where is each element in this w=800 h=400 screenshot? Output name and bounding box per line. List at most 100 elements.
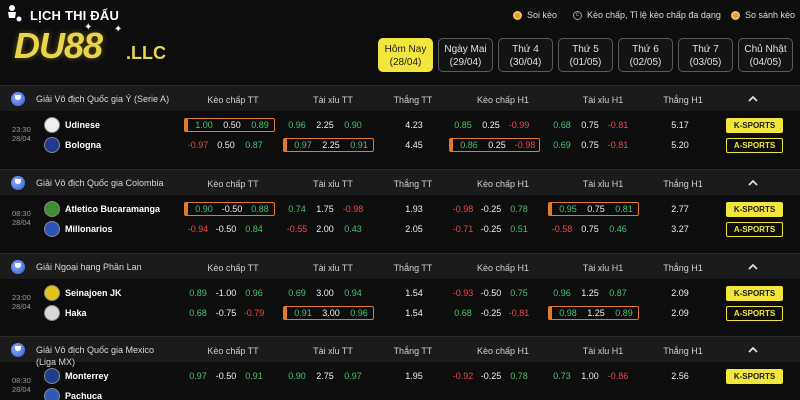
odds-group[interactable]: -0.92 -0.25 0.78 — [449, 369, 540, 383]
tab-thursday[interactable]: Thứ 5 (01/05) — [558, 38, 613, 72]
trophy-icon — [11, 343, 25, 357]
tab-date: (29/04) — [449, 57, 482, 68]
odds-group[interactable]: 1.00 0.50 0.89 — [184, 118, 275, 132]
tab-tomorrow[interactable]: Ngày Mai (29/04) — [438, 38, 493, 72]
tab-date: (01/05) — [569, 57, 602, 68]
column-header: Kèo chấp TT — [207, 346, 259, 356]
win-odds[interactable]: 1.95 — [405, 371, 423, 381]
odds-value: 0.96 — [245, 288, 263, 298]
column-header: Tài xỉu TT — [313, 346, 353, 356]
team-logo — [44, 137, 60, 153]
team-name[interactable]: Seinajoen JK — [65, 288, 122, 298]
tab-saturday[interactable]: Thứ 7 (03/05) — [678, 38, 733, 72]
odds-group[interactable]: 0.74 1.75 -0.98 — [283, 202, 374, 216]
sportsbook-button[interactable]: K-SPORTS — [726, 118, 783, 133]
odds-group[interactable]: 0.97 -0.50 0.91 — [184, 369, 275, 383]
odds-group[interactable]: 0.91 3.00 0.96 — [283, 306, 374, 320]
option-keo-chap[interactable]: c Kèo chấp, Tỉ lệ kèo chấp đa dạng — [573, 10, 721, 20]
odds-group[interactable]: 0.96 2.25 0.90 — [283, 118, 374, 132]
odds-group[interactable]: -0.94 -0.50 0.84 — [184, 222, 275, 236]
win-odds-h1[interactable]: 5.20 — [671, 140, 689, 150]
chevron-up-icon[interactable] — [746, 176, 760, 190]
trophy-icon — [11, 92, 25, 106]
odds-value: 0.74 — [288, 204, 306, 214]
tab-today[interactable]: Hôm Nay (28/04) — [378, 38, 433, 72]
team-name[interactable]: Haka — [65, 308, 87, 318]
tab-friday[interactable]: Thứ 6 (02/05) — [618, 38, 673, 72]
odds-group[interactable]: 0.90 2.75 0.97 — [283, 369, 374, 383]
odds-group[interactable]: 0.95 0.75 0.81 — [548, 202, 639, 216]
team-logo — [44, 388, 60, 400]
team-name[interactable]: Millonarios — [65, 224, 113, 234]
odds-group[interactable]: -0.55 2.00 0.43 — [283, 222, 374, 236]
win-odds-h1[interactable]: 5.17 — [671, 120, 689, 130]
column-header: Thắng TT — [393, 346, 433, 356]
column-header: Kèo chấp H1 — [476, 95, 530, 105]
win-odds-h1[interactable]: 2.09 — [671, 308, 689, 318]
win-odds[interactable]: 2.05 — [405, 224, 423, 234]
odds-group[interactable]: 0.98 1.25 0.89 — [548, 306, 639, 320]
odds-group[interactable]: -0.58 0.75 0.46 — [548, 222, 639, 236]
win-odds[interactable]: 4.23 — [405, 120, 423, 130]
win-odds[interactable]: 1.54 — [405, 308, 423, 318]
team-name[interactable]: Bologna — [65, 140, 101, 150]
odds-value: 0.84 — [245, 224, 263, 234]
odds-group[interactable]: 0.86 0.25 -0.98 — [449, 138, 540, 152]
tab-label: Thứ 7 — [692, 44, 719, 55]
option-so-sanh-keo[interactable]: So sánh kèo — [731, 10, 795, 20]
trophy-icon — [11, 260, 25, 274]
odds-group[interactable]: 0.68 -0.75 -0.79 — [184, 306, 275, 320]
odds-group[interactable]: 0.68 0.75 -0.81 — [548, 118, 639, 132]
team-name[interactable]: Udinese — [65, 120, 101, 130]
win-odds-h1[interactable]: 2.09 — [671, 288, 689, 298]
odds-line: 0.75 — [581, 224, 599, 234]
chevron-up-icon[interactable] — [746, 260, 760, 274]
odds-group[interactable]: 0.69 3.00 0.94 — [283, 286, 374, 300]
odds-group[interactable]: 0.97 2.25 0.91 — [283, 138, 374, 152]
odds-line: 3.00 — [316, 288, 334, 298]
odds-group[interactable]: -0.71 -0.25 0.51 — [449, 222, 540, 236]
sportsbook-button[interactable]: A-SPORTS — [726, 222, 783, 237]
odds-group[interactable]: -0.93 -0.50 0.75 — [449, 286, 540, 300]
win-odds-h1[interactable]: 3.27 — [671, 224, 689, 234]
team-name[interactable]: Monterrey — [65, 371, 109, 381]
sportsbook-button[interactable]: A-SPORTS — [726, 138, 783, 153]
odds-group[interactable]: 0.90 -0.50 0.88 — [184, 202, 275, 216]
sportsbook-button[interactable]: K-SPORTS — [726, 286, 783, 301]
odds-line: 1.25 — [581, 288, 599, 298]
odds-value: 0.69 — [288, 288, 306, 298]
tab-sunday[interactable]: Chủ Nhật (04/05) — [738, 38, 793, 72]
sportsbook-button[interactable]: A-SPORTS — [726, 306, 783, 321]
sportsbook-button[interactable]: K-SPORTS — [726, 202, 783, 217]
win-odds[interactable]: 1.93 — [405, 204, 423, 214]
odds-group[interactable]: -0.98 -0.25 0.78 — [449, 202, 540, 216]
odds-line: -0.25 — [480, 224, 502, 234]
sportsbook-button[interactable]: K-SPORTS — [726, 369, 783, 384]
win-odds[interactable]: 4.45 — [405, 140, 423, 150]
option-label: So sánh kèo — [745, 10, 796, 20]
option-soi-keo[interactable]: Soi kèo — [513, 10, 557, 20]
column-header: Kèo chấp TT — [207, 179, 259, 189]
odds-value: 0.90 — [288, 371, 306, 381]
team-name[interactable]: Atletico Bucaramanga — [65, 204, 161, 214]
odds-group[interactable]: 0.96 1.25 0.87 — [548, 286, 639, 300]
odds-group[interactable]: 0.85 0.25 -0.99 — [449, 118, 540, 132]
match-time-value: 23:00 — [12, 293, 31, 302]
chevron-up-icon[interactable] — [746, 92, 760, 106]
du88-logo[interactable]: DU88 .LLC ✦ ✦ — [14, 22, 174, 70]
chevron-up-icon[interactable] — [746, 343, 760, 357]
odds-group[interactable]: -0.97 0.50 0.87 — [184, 138, 275, 152]
win-odds[interactable]: 1.54 — [405, 288, 423, 298]
odds-value: -0.98 — [342, 204, 364, 214]
team-name[interactable]: Pachuca — [65, 391, 103, 400]
odds-group[interactable]: 0.69 0.75 -0.81 — [548, 138, 639, 152]
logo-suffix: .LLC — [126, 43, 166, 63]
odds-group[interactable]: 0.73 1.00 -0.86 — [548, 369, 639, 383]
odds-group[interactable]: 0.89 -1.00 0.96 — [184, 286, 275, 300]
win-odds-h1[interactable]: 2.77 — [671, 204, 689, 214]
tab-wednesday[interactable]: Thứ 4 (30/04) — [498, 38, 553, 72]
odds-value: 0.78 — [510, 204, 528, 214]
odds-group[interactable]: 0.68 -0.25 -0.81 — [449, 306, 540, 320]
win-odds-h1[interactable]: 2.56 — [671, 371, 689, 381]
match-time-value: 23:30 — [12, 125, 31, 134]
